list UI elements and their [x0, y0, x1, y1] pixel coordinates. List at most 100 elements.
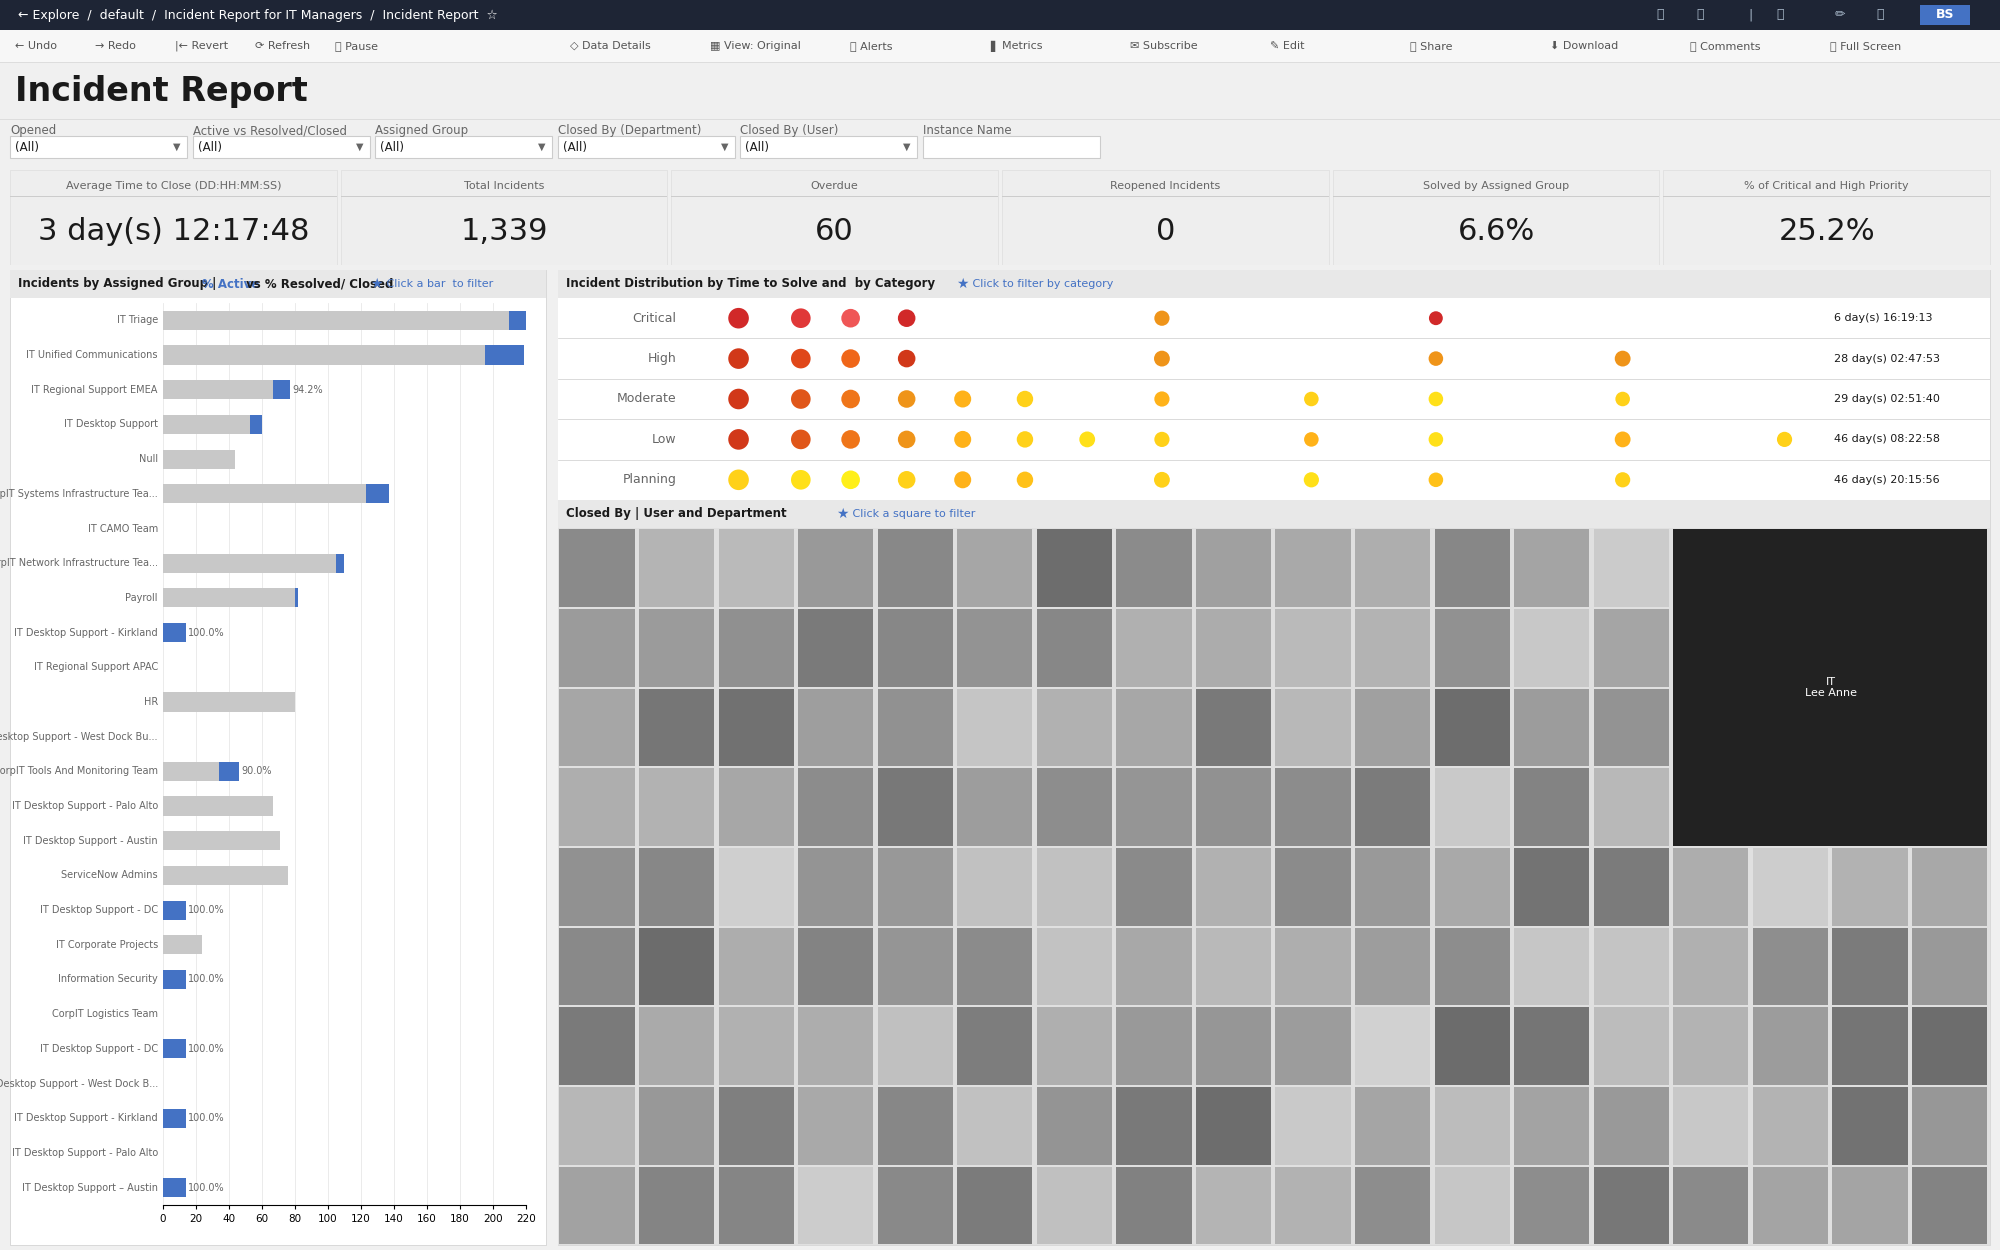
- Text: ✏: ✏: [1834, 9, 1846, 21]
- FancyBboxPatch shape: [718, 1008, 794, 1085]
- Bar: [162, 970, 186, 989]
- Text: 90.0%: 90.0%: [242, 766, 272, 776]
- Text: Incidents by Assigned Group |: Incidents by Assigned Group |: [18, 278, 220, 290]
- Text: Solved by Assigned Group: Solved by Assigned Group: [1422, 181, 1570, 191]
- Text: → Redo: → Redo: [96, 41, 136, 51]
- FancyBboxPatch shape: [560, 1166, 634, 1244]
- Text: (All): (All): [380, 140, 404, 154]
- Text: 0: 0: [1156, 217, 1176, 246]
- Text: ← Explore  /  default  /  Incident Report for IT Managers  /  Incident Report  ☆: ← Explore / default / Incident Report fo…: [18, 9, 498, 21]
- FancyBboxPatch shape: [0, 165, 2000, 170]
- FancyBboxPatch shape: [1036, 848, 1112, 925]
- Text: CorpIT Tools And Monitoring Team: CorpIT Tools And Monitoring Team: [0, 766, 158, 776]
- Point: [946, 389, 978, 409]
- FancyBboxPatch shape: [1674, 928, 1748, 1005]
- Text: IT Triage: IT Triage: [116, 315, 158, 325]
- Text: 100.0%: 100.0%: [188, 628, 224, 638]
- Point: [784, 389, 816, 409]
- Bar: [336, 554, 344, 572]
- FancyBboxPatch shape: [1920, 5, 1970, 25]
- Text: ✉ Subscribe: ✉ Subscribe: [1130, 41, 1198, 51]
- Text: 🔍: 🔍: [1776, 9, 1784, 21]
- Bar: [162, 589, 294, 608]
- FancyBboxPatch shape: [1116, 689, 1192, 766]
- FancyBboxPatch shape: [1752, 1088, 1828, 1165]
- FancyBboxPatch shape: [0, 30, 2000, 62]
- FancyBboxPatch shape: [1594, 928, 1668, 1005]
- FancyBboxPatch shape: [1832, 928, 1908, 1005]
- FancyBboxPatch shape: [192, 136, 370, 158]
- Bar: [218, 761, 238, 781]
- FancyBboxPatch shape: [1196, 530, 1272, 608]
- Point: [946, 430, 978, 450]
- Point: [722, 389, 754, 409]
- FancyBboxPatch shape: [1276, 1166, 1350, 1244]
- Point: [834, 389, 866, 409]
- Text: IT Desktop Support: IT Desktop Support: [64, 420, 158, 430]
- FancyBboxPatch shape: [1276, 928, 1350, 1005]
- FancyBboxPatch shape: [1196, 928, 1272, 1005]
- FancyBboxPatch shape: [958, 928, 1032, 1005]
- FancyBboxPatch shape: [1674, 1008, 1748, 1085]
- Text: IT Desktop Support - Palo Alto: IT Desktop Support - Palo Alto: [12, 1148, 158, 1158]
- FancyBboxPatch shape: [1434, 609, 1510, 686]
- FancyBboxPatch shape: [1196, 1088, 1272, 1165]
- Point: [1146, 389, 1178, 409]
- Text: ⤢ Full Screen: ⤢ Full Screen: [1830, 41, 1902, 51]
- FancyBboxPatch shape: [1354, 609, 1430, 686]
- FancyBboxPatch shape: [1116, 609, 1192, 686]
- Text: ▼: ▼: [356, 142, 364, 152]
- FancyBboxPatch shape: [1354, 1166, 1430, 1244]
- Text: 🔔 Alerts: 🔔 Alerts: [850, 41, 892, 51]
- FancyBboxPatch shape: [878, 1088, 952, 1165]
- Text: ▼: ▼: [904, 142, 910, 152]
- FancyBboxPatch shape: [878, 689, 952, 766]
- FancyBboxPatch shape: [558, 270, 1990, 298]
- FancyBboxPatch shape: [0, 120, 2000, 165]
- FancyBboxPatch shape: [1832, 1008, 1908, 1085]
- FancyBboxPatch shape: [718, 530, 794, 608]
- Bar: [294, 589, 298, 608]
- Text: 3 day(s) 12:17:48: 3 day(s) 12:17:48: [38, 217, 310, 246]
- FancyBboxPatch shape: [1752, 1166, 1828, 1244]
- Bar: [162, 622, 186, 642]
- FancyBboxPatch shape: [1514, 848, 1590, 925]
- FancyBboxPatch shape: [1912, 530, 1988, 608]
- FancyBboxPatch shape: [798, 928, 874, 1005]
- FancyBboxPatch shape: [1196, 1008, 1272, 1085]
- Text: 100.0%: 100.0%: [188, 1044, 224, 1054]
- Text: |← Revert: |← Revert: [176, 41, 228, 51]
- Text: 📱: 📱: [1656, 9, 1664, 21]
- Bar: [162, 380, 274, 399]
- FancyBboxPatch shape: [638, 1166, 714, 1244]
- FancyBboxPatch shape: [1276, 769, 1350, 846]
- FancyBboxPatch shape: [1674, 1088, 1748, 1165]
- Text: CorpIT Systems Infrastructure Tea...: CorpIT Systems Infrastructure Tea...: [0, 489, 158, 499]
- Bar: [250, 415, 262, 434]
- Text: IT Corporate Projects: IT Corporate Projects: [56, 940, 158, 950]
- Text: vs % Resolved/ Closed: vs % Resolved/ Closed: [242, 278, 394, 290]
- FancyBboxPatch shape: [798, 1166, 874, 1244]
- Point: [1606, 349, 1638, 369]
- FancyBboxPatch shape: [1116, 769, 1192, 846]
- FancyBboxPatch shape: [560, 769, 634, 846]
- FancyBboxPatch shape: [1276, 1008, 1350, 1085]
- Point: [784, 470, 816, 490]
- FancyBboxPatch shape: [560, 928, 634, 1005]
- Point: [722, 470, 754, 490]
- Bar: [162, 1178, 186, 1198]
- Point: [890, 309, 922, 329]
- FancyBboxPatch shape: [1832, 1088, 1908, 1165]
- FancyBboxPatch shape: [1434, 769, 1510, 846]
- FancyBboxPatch shape: [10, 270, 546, 1245]
- FancyBboxPatch shape: [798, 769, 874, 846]
- Point: [890, 349, 922, 369]
- FancyBboxPatch shape: [1196, 1166, 1272, 1244]
- FancyBboxPatch shape: [638, 928, 714, 1005]
- FancyBboxPatch shape: [924, 136, 1100, 158]
- Text: Null: Null: [138, 454, 158, 464]
- FancyBboxPatch shape: [1674, 1166, 1748, 1244]
- FancyBboxPatch shape: [1594, 689, 1668, 766]
- FancyBboxPatch shape: [1912, 609, 1988, 686]
- FancyBboxPatch shape: [560, 1008, 634, 1085]
